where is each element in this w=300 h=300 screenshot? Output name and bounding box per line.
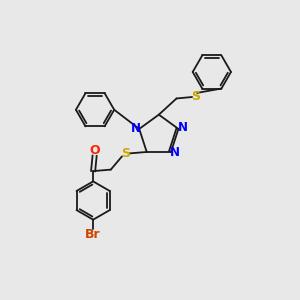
Text: N: N <box>169 146 179 159</box>
Text: O: O <box>89 144 100 157</box>
Text: Br: Br <box>85 228 101 241</box>
Text: N: N <box>178 121 188 134</box>
Text: S: S <box>191 91 200 103</box>
Text: N: N <box>131 122 141 134</box>
Text: S: S <box>121 147 130 160</box>
